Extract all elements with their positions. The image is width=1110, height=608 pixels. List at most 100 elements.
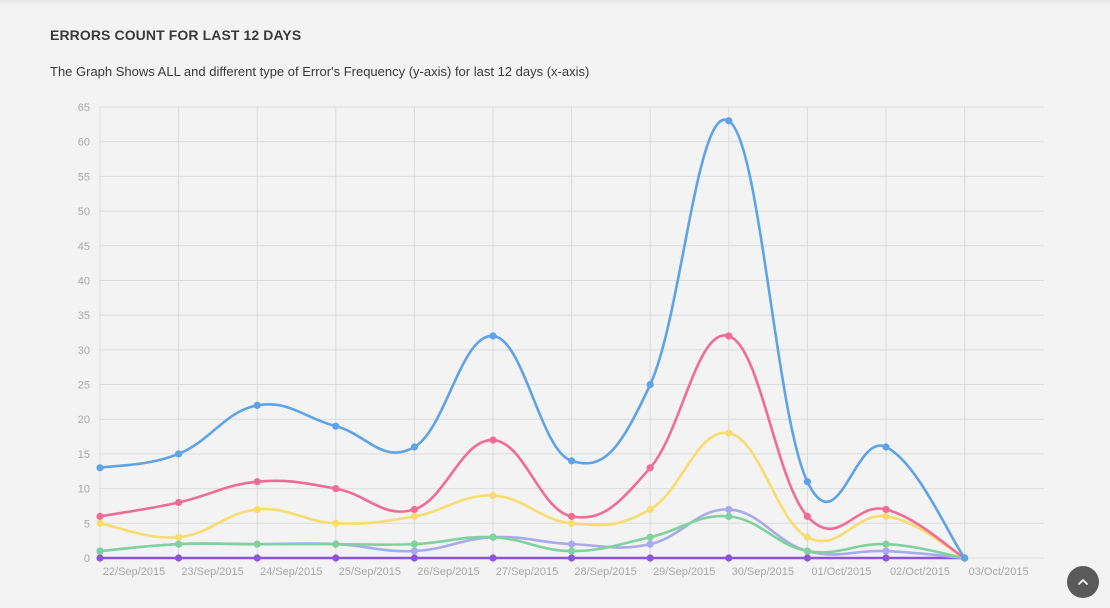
grid [99, 106, 1044, 563]
y-axis-ticks: 0 5 10 15 20 25 30 35 40 45 50 55 60 65 [78, 102, 90, 565]
x-tick-label: 30/Sep/2015 [732, 566, 794, 578]
y-tick-label: 30 [78, 345, 90, 357]
data-point-5-10[interactable] [882, 554, 890, 562]
x-tick-label: 01/Oct/2015 [811, 566, 871, 578]
data-point-4-4[interactable] [410, 547, 418, 555]
data-point-4-7[interactable] [646, 540, 654, 548]
data-point-0-2[interactable] [253, 401, 261, 409]
data-point-1-6[interactable] [568, 512, 576, 520]
y-tick-label: 65 [78, 102, 90, 114]
data-point-2-5[interactable] [489, 491, 497, 500]
data-point-3-3[interactable] [332, 540, 340, 548]
data-point-0-9[interactable] [803, 478, 812, 486]
y-tick-label: 5 [84, 518, 90, 530]
y-tick-label: 0 [84, 553, 90, 565]
data-point-4-10[interactable] [882, 547, 890, 555]
data-point-5-8[interactable] [725, 554, 733, 562]
series-lines [99, 118, 966, 560]
chevron-up-icon [1078, 579, 1088, 585]
data-point-1-3[interactable] [332, 485, 340, 493]
y-tick-label: 10 [78, 484, 90, 496]
x-tick-label: 28/Sep/2015 [574, 566, 636, 578]
data-point-1-4[interactable] [410, 505, 418, 514]
data-point-0-10[interactable] [882, 443, 890, 451]
data-point-1-1[interactable] [175, 498, 183, 507]
data-point-2-0[interactable] [96, 519, 104, 527]
data-point-0-11[interactable] [961, 554, 969, 562]
data-point-5-3[interactable] [332, 554, 340, 562]
data-point-1-8[interactable] [725, 332, 733, 340]
data-point-5-6[interactable] [568, 554, 576, 562]
series-line-0 [99, 118, 966, 559]
data-point-1-9[interactable] [803, 512, 812, 520]
data-point-2-10[interactable] [882, 512, 890, 520]
y-tick-label: 35 [78, 310, 90, 322]
x-tick-label: 23/Sep/2015 [181, 566, 243, 578]
data-point-2-9[interactable] [803, 533, 812, 541]
data-point-5-5[interactable] [489, 554, 497, 562]
series-points[interactable] [96, 117, 969, 562]
x-axis-ticks: 22/Sep/2015 23/Sep/2015 24/Sep/2015 25/Sep/… [103, 566, 1029, 578]
data-point-3-7[interactable] [646, 533, 654, 541]
data-point-2-6[interactable] [568, 519, 576, 527]
x-tick-label: 27/Sep/2015 [496, 566, 558, 578]
data-point-3-2[interactable] [253, 540, 261, 548]
top-shadow [0, 0, 1110, 6]
data-point-3-5[interactable] [489, 533, 497, 541]
data-point-0-6[interactable] [568, 457, 576, 465]
y-tick-label: 25 [78, 380, 90, 392]
data-point-0-7[interactable] [646, 380, 654, 389]
data-point-5-2[interactable] [253, 554, 261, 562]
data-point-5-1[interactable] [175, 554, 183, 562]
x-tick-label: 03/Oct/2015 [969, 566, 1029, 578]
scroll-to-top-button[interactable] [1067, 566, 1099, 598]
data-point-0-3[interactable] [332, 422, 340, 430]
data-point-3-4[interactable] [410, 540, 418, 548]
data-point-0-8[interactable] [725, 117, 733, 125]
data-point-1-7[interactable] [646, 464, 654, 472]
y-tick-label: 50 [78, 206, 90, 218]
x-tick-label: 24/Sep/2015 [260, 566, 322, 578]
y-tick-label: 55 [78, 171, 90, 183]
data-point-5-0[interactable] [96, 554, 104, 562]
data-point-0-1[interactable] [175, 450, 183, 458]
data-point-1-2[interactable] [253, 478, 261, 486]
data-point-0-4[interactable] [410, 443, 418, 451]
data-point-3-6[interactable] [568, 547, 576, 555]
data-point-2-1[interactable] [175, 533, 183, 541]
data-point-3-8[interactable] [725, 512, 733, 520]
data-point-4-6[interactable] [568, 540, 576, 548]
data-point-0-5[interactable] [489, 332, 497, 340]
data-point-2-8[interactable] [725, 429, 733, 437]
data-point-1-5[interactable] [489, 436, 497, 444]
data-point-0-0[interactable] [96, 464, 104, 472]
data-point-5-4[interactable] [410, 554, 418, 562]
y-tick-label: 20 [78, 414, 90, 426]
data-point-5-9[interactable] [803, 554, 812, 562]
series-line-1 [99, 334, 966, 560]
data-point-5-7[interactable] [646, 554, 654, 562]
data-point-1-0[interactable] [96, 512, 104, 520]
chart-title: ERRORS COUNT FOR LAST 12 DAYS [50, 27, 302, 43]
chart-subtitle: The Graph Shows ALL and different type o… [50, 64, 590, 79]
data-point-2-7[interactable] [646, 505, 654, 514]
y-tick-label: 15 [78, 449, 90, 461]
data-point-2-2[interactable] [253, 505, 261, 514]
x-tick-label: 25/Sep/2015 [339, 566, 401, 578]
data-point-3-10[interactable] [882, 540, 890, 548]
data-point-3-0[interactable] [96, 547, 104, 555]
data-point-1-10[interactable] [882, 505, 890, 514]
data-point-4-8[interactable] [725, 505, 733, 514]
y-tick-label: 40 [78, 275, 90, 287]
y-tick-label: 45 [78, 241, 90, 253]
data-point-2-4[interactable] [410, 512, 418, 520]
data-point-2-3[interactable] [332, 519, 340, 527]
y-tick-label: 60 [78, 137, 90, 149]
x-tick-label: 02/Oct/2015 [890, 566, 950, 578]
data-point-3-1[interactable] [175, 540, 183, 548]
data-point-3-9[interactable] [803, 547, 812, 555]
x-tick-label: 22/Sep/2015 [103, 566, 165, 578]
x-tick-label: 29/Sep/2015 [653, 566, 715, 578]
x-tick-label: 26/Sep/2015 [417, 566, 479, 578]
